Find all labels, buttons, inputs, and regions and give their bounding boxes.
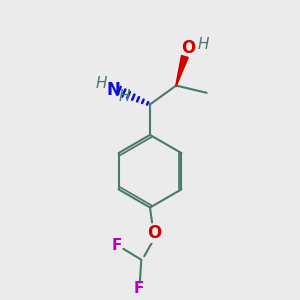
Text: H: H <box>197 37 208 52</box>
Text: H: H <box>96 76 107 91</box>
Text: H: H <box>119 89 130 104</box>
Text: F: F <box>112 238 122 253</box>
Polygon shape <box>176 56 188 86</box>
Text: O: O <box>181 39 196 57</box>
Text: F: F <box>133 281 144 296</box>
Text: N: N <box>107 82 121 100</box>
Text: O: O <box>147 224 161 242</box>
